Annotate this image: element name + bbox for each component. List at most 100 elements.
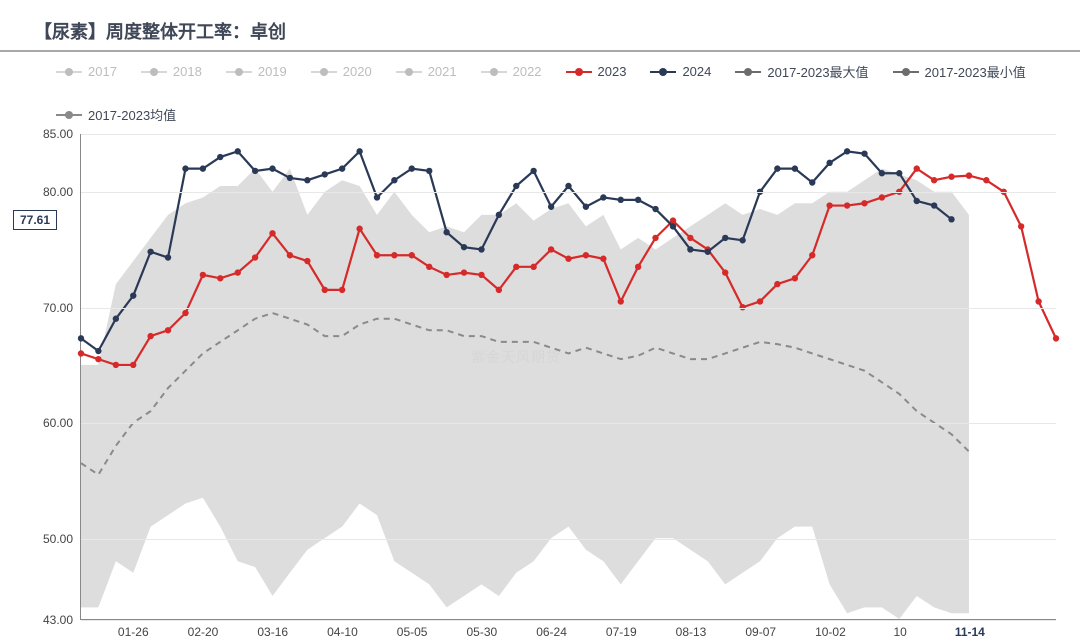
series-2024-marker xyxy=(269,165,275,171)
series-2023-marker xyxy=(652,235,658,241)
series-2023-marker xyxy=(304,258,310,264)
series-2024-marker xyxy=(235,148,241,154)
legend-label: 2018 xyxy=(173,64,202,79)
legend-label: 2020 xyxy=(343,64,372,79)
series-2023-marker xyxy=(200,272,206,278)
series-2024-marker xyxy=(322,171,328,177)
series-2024-marker xyxy=(287,175,293,181)
series-2024-marker xyxy=(896,170,902,176)
x-tick-label: 10 xyxy=(893,625,906,639)
series-2023-marker xyxy=(583,252,589,258)
y-tick-label: 50.00 xyxy=(25,532,73,546)
legend-item[interactable]: 2017-2023均值 xyxy=(56,105,176,124)
legend-item[interactable]: 2020 xyxy=(311,64,372,79)
series-2024-marker xyxy=(496,212,502,218)
series-2023-marker xyxy=(165,327,171,333)
legend-item[interactable]: 2017-2023最小值 xyxy=(893,62,1026,81)
series-2024-marker xyxy=(844,148,850,154)
legend-item[interactable]: 2021 xyxy=(396,64,457,79)
series-2024-marker xyxy=(670,223,676,229)
range-band xyxy=(81,169,969,619)
y-tick-label: 60.00 xyxy=(25,416,73,430)
x-tick-label: 11-14 xyxy=(955,625,985,639)
legend-label: 2022 xyxy=(513,64,542,79)
legend-label: 2017 xyxy=(88,64,117,79)
series-2024-marker xyxy=(461,244,467,250)
series-2023-marker xyxy=(356,226,362,232)
series-2023-tail-line xyxy=(969,176,1056,339)
series-2023-marker xyxy=(757,298,763,304)
series-2023-marker xyxy=(409,252,415,258)
series-2024-marker xyxy=(530,168,536,174)
series-2024-marker xyxy=(113,316,119,322)
series-2023-tail-marker xyxy=(966,172,972,178)
series-2023-marker xyxy=(635,264,641,270)
series-2023-marker xyxy=(687,235,693,241)
series-2023-marker xyxy=(565,256,571,262)
series-2024-marker xyxy=(95,348,101,354)
x-tick-label: 06-24 xyxy=(536,625,567,639)
series-2023-tail-marker xyxy=(1053,335,1059,341)
series-2023-marker xyxy=(478,272,484,278)
legend: 2017 2018 2019 2020 2021 2022 2023 2024 2017-202… xyxy=(0,52,1080,128)
x-tick-label: 10-02 xyxy=(815,625,846,639)
series-2024-marker xyxy=(217,154,223,160)
y-tick-label: 43.00 xyxy=(25,613,73,627)
legend-item[interactable]: 2024 xyxy=(650,64,711,79)
series-2024-marker xyxy=(78,335,84,341)
y-tick-label: 70.00 xyxy=(25,301,73,315)
legend-item[interactable]: 2017 xyxy=(56,64,117,79)
series-2024-marker xyxy=(548,204,554,210)
series-2024-marker xyxy=(182,165,188,171)
series-2023-marker xyxy=(948,174,954,180)
legend-item[interactable]: 2022 xyxy=(481,64,542,79)
series-2023-marker xyxy=(809,252,815,258)
series-2024-marker xyxy=(722,235,728,241)
series-2023-marker xyxy=(269,230,275,236)
y-tick-label: 85.00 xyxy=(25,127,73,141)
legend-label: 2021 xyxy=(428,64,457,79)
series-2024-marker xyxy=(600,194,606,200)
series-2023-marker xyxy=(78,350,84,356)
series-2024-marker xyxy=(252,168,258,174)
x-tick-label: 03-16 xyxy=(257,625,288,639)
legend-item[interactable]: 2017-2023最大值 xyxy=(735,62,868,81)
legend-item[interactable]: 2018 xyxy=(141,64,202,79)
series-2023-marker xyxy=(461,269,467,275)
legend-label: 2019 xyxy=(258,64,287,79)
series-2023-marker xyxy=(513,264,519,270)
series-2023-marker xyxy=(530,264,536,270)
series-2023-marker xyxy=(914,165,920,171)
legend-item[interactable]: 2019 xyxy=(226,64,287,79)
series-2023-marker xyxy=(879,194,885,200)
series-2023-marker xyxy=(443,272,449,278)
legend-item[interactable]: 2023 xyxy=(566,64,627,79)
series-2023-marker xyxy=(95,356,101,362)
chart-area: 紫金天风期货 43.0050.0060.0070.0080.0085.0077.… xyxy=(80,134,1056,620)
legend-label: 2024 xyxy=(682,64,711,79)
series-2023-marker xyxy=(130,362,136,368)
series-2024-marker xyxy=(739,237,745,243)
series-2023-marker xyxy=(844,202,850,208)
series-2023-marker xyxy=(339,287,345,293)
series-2023-tail-marker xyxy=(1018,223,1024,229)
series-2024-marker xyxy=(374,194,380,200)
x-tick-label: 05-30 xyxy=(466,625,497,639)
series-2023-tail-marker xyxy=(1035,298,1041,304)
series-2024-marker xyxy=(914,198,920,204)
series-2024-marker xyxy=(426,168,432,174)
series-2024-marker xyxy=(948,216,954,222)
series-2023-marker xyxy=(548,246,554,252)
plot-svg xyxy=(81,134,1056,619)
series-2024-marker xyxy=(583,204,589,210)
series-2024-marker xyxy=(792,165,798,171)
legend-label: 2017-2023最小值 xyxy=(925,62,1026,81)
series-2024-marker xyxy=(774,165,780,171)
series-2024-marker xyxy=(130,292,136,298)
series-2023-marker xyxy=(287,252,293,258)
series-2024-marker xyxy=(826,160,832,166)
series-2023-marker xyxy=(182,310,188,316)
series-2024-marker xyxy=(339,165,345,171)
series-2023-marker xyxy=(600,256,606,262)
y-tick-label: 80.00 xyxy=(25,185,73,199)
